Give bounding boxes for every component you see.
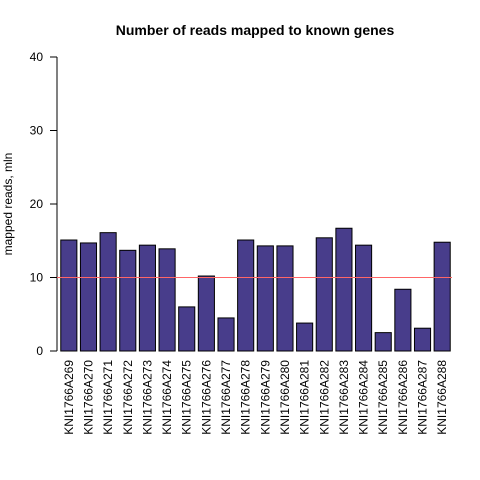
bar-KNI1766A270	[79, 242, 98, 352]
x-tick-label-KNI1766A276: KNI1766A276	[199, 360, 213, 435]
x-tick-label-KNI1766A271: KNI1766A271	[101, 360, 115, 435]
bar-KNI1766A281	[296, 322, 314, 352]
bar-KNI1766A269	[60, 239, 78, 352]
bar-KNI1766A284	[355, 244, 373, 352]
x-tick-label-KNI1766A272: KNI1766A272	[121, 360, 135, 435]
x-tick-label-KNI1766A278: KNI1766A278	[239, 360, 253, 435]
bar-KNI1766A276	[197, 275, 215, 352]
bar-KNI1766A271	[99, 232, 117, 352]
bar-KNI1766A280	[276, 245, 294, 352]
x-tick-label-KNI1766A279: KNI1766A279	[258, 360, 272, 435]
y-axis-title: mapped reads, mln	[1, 153, 15, 256]
chart-title: Number of reads mapped to known genes	[116, 22, 395, 38]
y-tick-label-2: 20	[30, 197, 44, 211]
x-tick-label-KNI1766A284: KNI1766A284	[357, 360, 371, 435]
x-tick-label-KNI1766A277: KNI1766A277	[219, 360, 233, 435]
x-tick-label-KNI1766A280: KNI1766A280	[278, 360, 292, 435]
bar-KNI1766A288	[433, 241, 451, 352]
y-tick-label-3: 30	[30, 124, 44, 138]
x-tick-label-KNI1766A285: KNI1766A285	[376, 360, 390, 435]
x-axis-labels: KNI1766A269 KNI1766A270 KNI1766A271 KNI1766…	[62, 360, 449, 435]
x-tick-label-KNI1766A286: KNI1766A286	[396, 360, 410, 435]
bars-group	[60, 227, 451, 352]
bar-KNI1766A277	[217, 317, 235, 352]
bar-KNI1766A272	[119, 249, 137, 352]
bar-KNI1766A283	[335, 227, 353, 352]
x-tick-label-KNI1766A281: KNI1766A281	[298, 360, 312, 435]
y-tick-label-0: 0	[36, 344, 43, 358]
x-tick-label-KNI1766A275: KNI1766A275	[180, 360, 194, 435]
bar-KNI1766A282	[315, 237, 333, 352]
bar-KNI1766A287	[413, 327, 432, 352]
bar-KNI1766A279	[256, 245, 274, 352]
bar-KNI1766A275	[178, 306, 196, 352]
y-axis-ticks: 0 10 20 30 40	[30, 50, 57, 358]
y-tick-label-4: 40	[30, 50, 44, 64]
bar-KNI1766A286	[394, 288, 412, 352]
x-tick-label-KNI1766A273: KNI1766A273	[140, 360, 154, 435]
x-tick-label-KNI1766A287: KNI1766A287	[416, 360, 430, 435]
x-tick-label-KNI1766A288: KNI1766A288	[435, 360, 449, 435]
bar-KNI1766A278	[237, 239, 255, 352]
bar-KNI1766A285	[374, 332, 392, 352]
x-tick-label-KNI1766A270: KNI1766A270	[81, 360, 95, 435]
bar-KNI1766A273	[138, 244, 156, 352]
bar-KNI1766A274	[158, 248, 176, 352]
x-tick-label-KNI1766A274: KNI1766A274	[160, 360, 174, 435]
x-tick-label-KNI1766A269: KNI1766A269	[62, 360, 76, 435]
y-tick-label-1: 10	[30, 271, 44, 285]
x-tick-label-KNI1766A283: KNI1766A283	[337, 360, 351, 435]
x-tick-label-KNI1766A282: KNI1766A282	[317, 360, 331, 435]
